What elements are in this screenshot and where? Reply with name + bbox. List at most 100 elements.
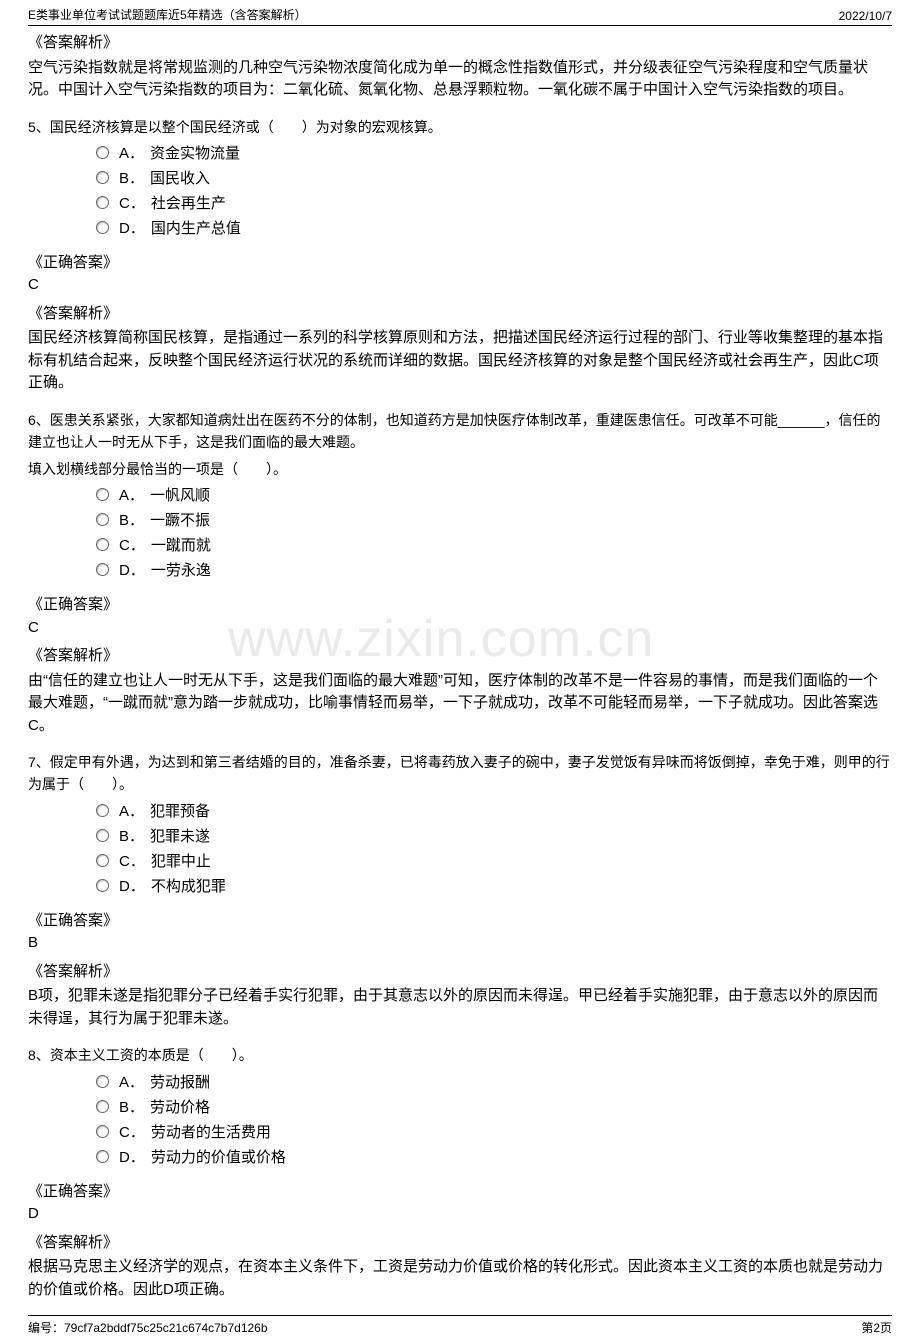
correct-answer-heading: 《正确答案》 <box>28 594 892 617</box>
radio-icon[interactable] <box>96 513 109 526</box>
correct-answer-heading: 《正确答案》 <box>28 252 892 275</box>
correct-answer-heading: 《正确答案》 <box>28 1181 892 1204</box>
correct-answer-block: 《正确答案》 C <box>28 594 892 639</box>
answer-explain-block: 《答案解析》 根据马克思主义经济学的观点，在资本主义条件下，工资是劳动力价值或价… <box>28 1232 892 1302</box>
correct-answer-value: C <box>28 617 892 640</box>
option-text: 国民收入 <box>150 167 210 188</box>
option-row[interactable]: D． 国内生产总值 <box>96 217 892 238</box>
answer-explain-text: 由“信任的建立也让人一时无从下手，这是我们面临的最大难题”可知，医疗体制的改革不… <box>28 670 892 738</box>
option-letter: B． <box>119 825 144 846</box>
radio-icon[interactable] <box>96 1125 109 1138</box>
options-group: A． 一帆风顺 B． 一蹶不振 C． 一蹴而就 D． 一劳永逸 <box>96 484 892 580</box>
answer-explain-text: 根据马克思主义经济学的观点，在资本主义条件下，工资是劳动力价值或价格的转化形式。… <box>28 1256 892 1301</box>
answer-explain-block: 《答案解析》 由“信任的建立也让人一时无从下手，这是我们面临的最大难题”可知，医… <box>28 645 892 737</box>
radio-icon[interactable] <box>96 1150 109 1163</box>
question-stem: 6、医患关系紧张，大家都知道病灶出在医药不分的体制，也知道药方是加快医疗体制改革… <box>28 409 892 454</box>
option-row[interactable]: C． 社会再生产 <box>96 192 892 213</box>
option-row[interactable]: C． 一蹴而就 <box>96 534 892 555</box>
option-text: 劳动报酬 <box>150 1071 210 1092</box>
question-stem: 8、资本主义工资的本质是（ ）。 <box>28 1044 892 1066</box>
option-letter: C． <box>119 850 145 871</box>
radio-icon[interactable] <box>96 879 109 892</box>
correct-answer-block: 《正确答案》 D <box>28 1181 892 1226</box>
options-group: A． 资金实物流量 B． 国民收入 C． 社会再生产 D． 国内生产总值 <box>96 142 892 238</box>
page-header: E类事业单位考试试题题库近5年精选（含答案解析） 2022/10/7 <box>28 0 892 26</box>
answer-explain-block: 《答案解析》 B项，犯罪未遂是指犯罪分子已经着手实行犯罪，由于其意志以外的原因而… <box>28 961 892 1031</box>
option-letter: A． <box>119 484 144 505</box>
option-text: 劳动力的价值或价格 <box>151 1146 286 1167</box>
option-row[interactable]: D． 劳动力的价值或价格 <box>96 1146 892 1167</box>
answer-explain-heading: 《答案解析》 <box>28 32 892 55</box>
option-text: 一劳永逸 <box>151 559 211 580</box>
option-row[interactable]: B． 国民收入 <box>96 167 892 188</box>
option-letter: D． <box>119 559 145 580</box>
radio-icon[interactable] <box>96 829 109 842</box>
option-letter: A． <box>119 142 144 163</box>
option-row[interactable]: B． 劳动价格 <box>96 1096 892 1117</box>
footer-id: 编号：79cf7a2bddf75c25c21c674c7b7d126b <box>28 1319 268 1336</box>
question-7: 7、假定甲有外遇，为达到和第三者结婚的目的，准备杀妻，已将毒药放入妻子的碗中，妻… <box>28 751 892 1030</box>
correct-answer-heading: 《正确答案》 <box>28 910 892 933</box>
option-text: 社会再生产 <box>151 192 226 213</box>
option-row[interactable]: C． 劳动者的生活费用 <box>96 1121 892 1142</box>
radio-icon[interactable] <box>96 538 109 551</box>
answer-explain-text: 国民经济核算简称国民核算，是指通过一系列的科学核算原则和方法，把描述国民经济运行… <box>28 327 892 395</box>
option-row[interactable]: D． 一劳永逸 <box>96 559 892 580</box>
option-row[interactable]: B． 一蹶不振 <box>96 509 892 530</box>
correct-answer-value: D <box>28 1203 892 1226</box>
question-stem: 7、假定甲有外遇，为达到和第三者结婚的目的，准备杀妻，已将毒药放入妻子的碗中，妻… <box>28 751 892 796</box>
radio-icon[interactable] <box>96 563 109 576</box>
radio-icon[interactable] <box>96 1100 109 1113</box>
option-letter: A． <box>119 800 144 821</box>
option-letter: B． <box>119 509 144 530</box>
option-text: 国内生产总值 <box>151 217 241 238</box>
option-text: 一帆风顺 <box>150 484 210 505</box>
option-text: 犯罪未遂 <box>150 825 210 846</box>
option-text: 劳动价格 <box>150 1096 210 1117</box>
option-row[interactable]: D． 不构成犯罪 <box>96 875 892 896</box>
radio-icon[interactable] <box>96 804 109 817</box>
option-row[interactable]: A． 资金实物流量 <box>96 142 892 163</box>
options-group: A． 劳动报酬 B． 劳动价格 C． 劳动者的生活费用 D． 劳动力的价值或价格 <box>96 1071 892 1167</box>
option-text: 资金实物流量 <box>150 142 240 163</box>
option-row[interactable]: A． 劳动报酬 <box>96 1071 892 1092</box>
radio-icon[interactable] <box>96 171 109 184</box>
option-letter: C． <box>119 534 145 555</box>
option-text: 一蹶不振 <box>150 509 210 530</box>
answer-explain-heading: 《答案解析》 <box>28 961 892 984</box>
option-letter: D． <box>119 875 145 896</box>
option-row[interactable]: C． 犯罪中止 <box>96 850 892 871</box>
question-8: 8、资本主义工资的本质是（ ）。 A． 劳动报酬 B． 劳动价格 C． 劳动者的… <box>28 1044 892 1301</box>
radio-icon[interactable] <box>96 1075 109 1088</box>
answer-explain-heading: 《答案解析》 <box>28 303 892 326</box>
correct-answer-value: C <box>28 274 892 297</box>
question-5: 5、国民经济核算是以整个国民经济或（ ）为对象的宏观核算。 A． 资金实物流量 … <box>28 116 892 395</box>
header-date: 2022/10/7 <box>839 9 892 23</box>
option-letter: C． <box>119 192 145 213</box>
option-row[interactable]: A． 一帆风顺 <box>96 484 892 505</box>
correct-answer-value: B <box>28 932 892 955</box>
radio-icon[interactable] <box>96 854 109 867</box>
radio-icon[interactable] <box>96 196 109 209</box>
options-group: A． 犯罪预备 B． 犯罪未遂 C． 犯罪中止 D． 不构成犯罪 <box>96 800 892 896</box>
answer-explain-text: B项，犯罪未遂是指犯罪分子已经着手实行犯罪，由于其意志以外的原因而未得逞。甲已经… <box>28 985 892 1030</box>
radio-icon[interactable] <box>96 488 109 501</box>
option-letter: A． <box>119 1071 144 1092</box>
question-substem: 填入划横线部分最恰当的一项是（ ）。 <box>28 458 892 480</box>
option-row[interactable]: B． 犯罪未遂 <box>96 825 892 846</box>
option-text: 不构成犯罪 <box>151 875 226 896</box>
option-row[interactable]: A． 犯罪预备 <box>96 800 892 821</box>
question-6: 6、医患关系紧张，大家都知道病灶出在医药不分的体制，也知道药方是加快医疗体制改革… <box>28 409 892 737</box>
option-letter: D． <box>119 217 145 238</box>
option-text: 犯罪中止 <box>151 850 211 871</box>
header-title: E类事业单位考试试题题库近5年精选（含答案解析） <box>28 6 307 23</box>
correct-answer-block: 《正确答案》 B <box>28 910 892 955</box>
answer-explain-text: 空气污染指数就是将常规监测的几种空气污染物浓度简化成为单一的概念性指数值形式，并… <box>28 57 892 102</box>
footer-page-number: 第2页 <box>861 1319 892 1336</box>
option-letter: B． <box>119 167 144 188</box>
top-answer-block: 《答案解析》 空气污染指数就是将常规监测的几种空气污染物浓度简化成为单一的概念性… <box>28 32 892 102</box>
radio-icon[interactable] <box>96 221 109 234</box>
option-text: 劳动者的生活费用 <box>151 1121 271 1142</box>
radio-icon[interactable] <box>96 146 109 159</box>
option-letter: D． <box>119 1146 145 1167</box>
